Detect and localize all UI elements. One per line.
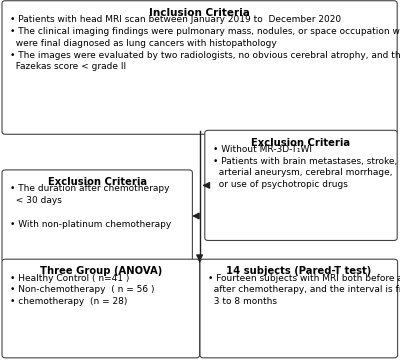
Text: 14 subjects (Pared-T test): 14 subjects (Pared-T test) — [226, 266, 372, 276]
Text: Three Group (ANOVA): Three Group (ANOVA) — [40, 266, 162, 276]
Text: Exclusion Criteria: Exclusion Criteria — [252, 138, 350, 148]
FancyBboxPatch shape — [2, 259, 200, 358]
FancyBboxPatch shape — [205, 130, 397, 240]
FancyBboxPatch shape — [200, 259, 398, 358]
Text: • Patients with head MRI scan between January 2019 to  December 2020
• The clini: • Patients with head MRI scan between Ja… — [10, 15, 400, 71]
FancyBboxPatch shape — [2, 170, 192, 262]
Text: • Healthy Control ( n=41 )
• Non-chemotherapy  ( n = 56 )
• chemotherapy  (n = 2: • Healthy Control ( n=41 ) • Non-chemoth… — [10, 274, 154, 306]
Text: • The duration after chemotherapy
  < 30 days

• With non-platinum chemotherapy: • The duration after chemotherapy < 30 d… — [10, 184, 171, 229]
Text: • Fourteen subjects with MRI both before and
  after chemotherapy, and the inter: • Fourteen subjects with MRI both before… — [208, 274, 400, 306]
FancyBboxPatch shape — [2, 1, 397, 134]
Text: • Without MR-3D-T₁WI
• Patients with brain metastases, stroke,
  arterial aneury: • Without MR-3D-T₁WI • Patients with bra… — [213, 145, 397, 189]
Text: Inclusion Criteria: Inclusion Criteria — [149, 8, 250, 18]
Text: Exclusion Criteria: Exclusion Criteria — [48, 177, 147, 187]
